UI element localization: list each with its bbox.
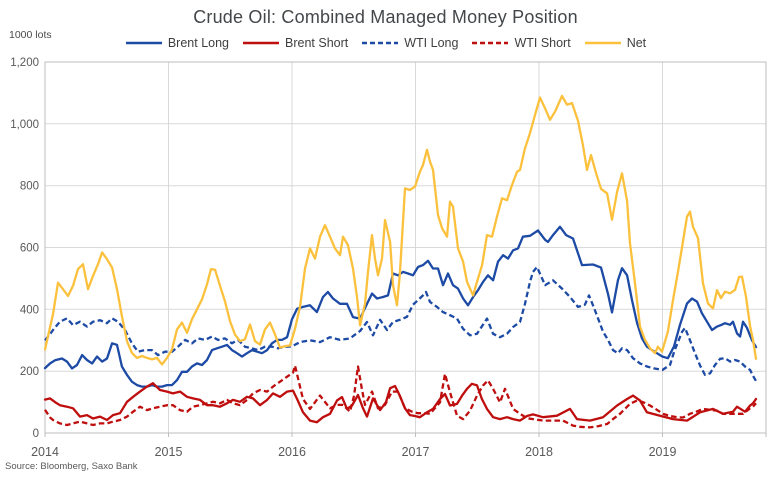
x-axis-tick-label: 2014	[31, 445, 59, 459]
legend-label-net: Net	[626, 36, 647, 50]
series-line-brent-short	[43, 382, 758, 424]
legend-swatch-net	[584, 41, 621, 45]
legend-item-brent-short: Brent Short	[242, 36, 348, 50]
legend: Brent Long Brent Short WTI Long WTI Short Ne…	[0, 35, 771, 51]
y-axis-tick-label: 200	[20, 366, 39, 378]
series-line-wti-short	[44, 364, 757, 429]
legend-label-wti-short: WTI Short	[514, 36, 571, 50]
plot-border	[44, 61, 767, 434]
legend-item-wti-short: WTI Short	[471, 36, 571, 50]
legend-label-wti-long: WTI Long	[404, 36, 459, 50]
series-line-wti-long	[44, 265, 758, 382]
legend-label-brent-long: Brent Long	[167, 36, 230, 50]
x-axis-tick-label: 2015	[155, 445, 183, 459]
y-axis-tick-label: 800	[20, 181, 39, 193]
legend-swatch-brent-short	[243, 41, 280, 45]
series-line-net	[43, 94, 758, 366]
y-axis-tick-label: 600	[20, 243, 39, 255]
legend-swatch-wti-short	[472, 41, 509, 45]
y-axis-tick-label: 400	[20, 304, 39, 316]
legend-item-brent-long: Brent Long	[125, 36, 229, 50]
y-axis-tick-label: 1,200	[10, 57, 39, 69]
legend-item-net: Net	[584, 36, 646, 50]
legend-item-wti-long: WTI Long	[361, 36, 458, 50]
x-axis-tick-label: 2016	[278, 445, 306, 459]
y-axis-unit-label: 1000 lots	[9, 29, 52, 41]
legend-label-brent-short: Brent Short	[285, 36, 349, 50]
legend-swatch-brent-long	[125, 41, 162, 45]
x-axis-tick-label: 2018	[525, 445, 553, 459]
y-axis-tick-label: 0	[33, 428, 39, 440]
legend-swatch-wti-long	[362, 41, 399, 45]
y-axis-tick-label: 1,000	[10, 119, 39, 131]
chart-title: Crude Oil: Combined Managed Money Positi…	[193, 7, 578, 27]
x-axis-tick-label: 2019	[649, 445, 677, 459]
x-axis-tick-label: 2017	[402, 445, 430, 459]
source-note: Source: Bloomberg, Saxo Bank	[5, 461, 138, 472]
